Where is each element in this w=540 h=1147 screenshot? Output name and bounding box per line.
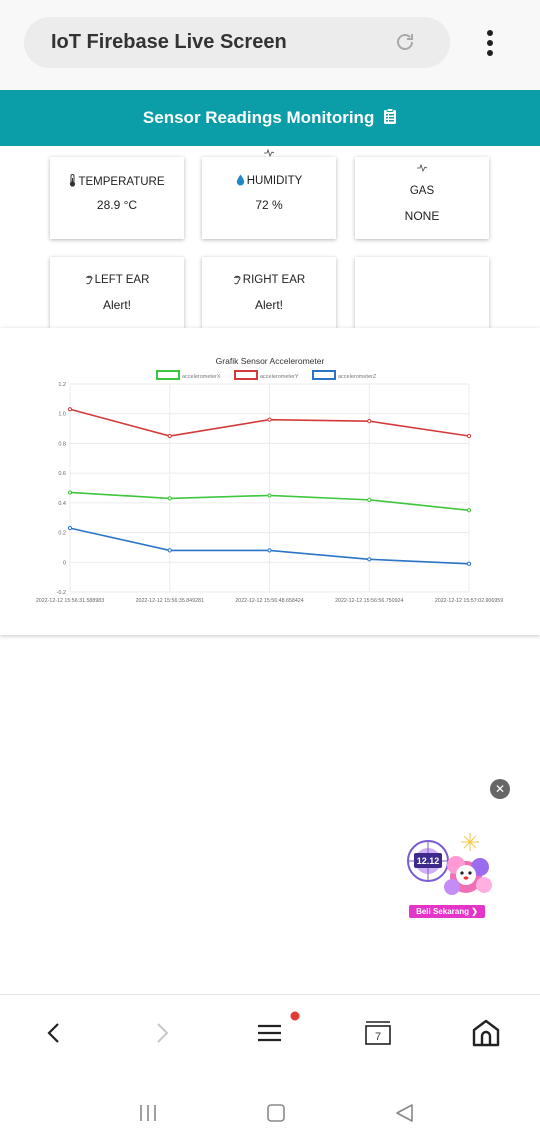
legend-swatch-2[interactable] bbox=[312, 370, 336, 380]
card-temperature: TEMPERATURE 28.9 °C bbox=[50, 157, 184, 239]
temperature-label: TEMPERATURE bbox=[78, 176, 165, 188]
water-drop-icon bbox=[236, 174, 244, 186]
data-point[interactable] bbox=[167, 496, 172, 501]
x-tick-label: 2022-12-12 15:56:56.750924 bbox=[335, 598, 403, 604]
ad-badge: 12.12 bbox=[417, 856, 440, 866]
y-tick-label: 0.8 bbox=[58, 441, 66, 447]
y-tick-label: 1.2 bbox=[58, 382, 66, 388]
reload-icon[interactable] bbox=[393, 30, 417, 54]
data-point[interactable] bbox=[267, 417, 272, 422]
more-vert-icon[interactable] bbox=[480, 28, 500, 58]
browser-address-bar: IoT Firebase Live Screen bbox=[0, 0, 540, 90]
data-point[interactable] bbox=[466, 508, 472, 513]
y-tick-label: 0 bbox=[63, 560, 66, 566]
y-tick-label: -0.2 bbox=[57, 590, 66, 596]
data-point[interactable] bbox=[67, 407, 73, 412]
x-tick-label: 2022-12-12 15:57:02.906959 bbox=[435, 598, 503, 604]
ad-close-button[interactable]: ✕ bbox=[490, 779, 510, 799]
card-left-ear: LEFT EAR Alert! bbox=[50, 257, 184, 329]
legend-label-1[interactable]: accelerometerY bbox=[260, 374, 299, 380]
data-point[interactable] bbox=[367, 557, 372, 562]
data-point[interactable] bbox=[167, 433, 172, 439]
y-tick-label: 1.0 bbox=[58, 412, 66, 418]
x-tick-label: 2022-12-12 15:56:31.588983 bbox=[36, 598, 104, 604]
url-title: IoT Firebase Live Screen bbox=[51, 31, 287, 53]
x-tick-label: 2022-12-12 15:56:35.849281 bbox=[136, 598, 204, 604]
card-humidity: HUMIDITY 72 % bbox=[202, 148, 336, 239]
data-point[interactable] bbox=[267, 493, 272, 498]
clipboard-icon bbox=[384, 108, 397, 124]
y-tick-label: 0.6 bbox=[58, 471, 66, 477]
page-title: Sensor Readings Monitoring bbox=[142, 108, 375, 127]
url-field[interactable]: IoT Firebase Live Screen bbox=[24, 17, 450, 68]
legend-label-2[interactable]: accelerometerZ bbox=[338, 374, 377, 380]
browser-toolbar: 7 bbox=[0, 994, 540, 1073]
data-point[interactable] bbox=[167, 548, 172, 553]
home-icon[interactable] bbox=[466, 1013, 506, 1053]
data-point[interactable] bbox=[367, 419, 372, 424]
ad-cta-button[interactable]: Beli Sekarang ❯ bbox=[409, 905, 485, 918]
notification-dot bbox=[290, 1011, 300, 1021]
ad-banner-image[interactable]: 12.12 bbox=[400, 825, 500, 900]
data-point[interactable] bbox=[466, 433, 472, 439]
tab-count: 7 bbox=[375, 1031, 381, 1043]
chart-title: Grafik Sensor Accelerometer bbox=[216, 356, 325, 366]
data-point[interactable] bbox=[67, 526, 73, 531]
humidity-label: HUMIDITY bbox=[246, 175, 303, 187]
back-triangle-icon[interactable] bbox=[392, 1101, 416, 1125]
gas-label: GAS bbox=[409, 185, 435, 197]
legend-swatch-0[interactable] bbox=[156, 370, 180, 380]
card-empty bbox=[355, 257, 489, 329]
chart-panel: Grafik Sensor Accelerometer acceleromete… bbox=[0, 328, 540, 635]
card-right-ear: RIGHT EAR Alert! bbox=[202, 257, 336, 329]
data-point[interactable] bbox=[267, 548, 272, 553]
humidity-value: 72 % bbox=[255, 198, 283, 212]
thermometer-icon bbox=[70, 174, 76, 187]
forward-icon[interactable] bbox=[142, 1013, 182, 1053]
y-tick-label: 0.4 bbox=[58, 501, 66, 507]
ear-icon bbox=[233, 275, 241, 285]
ear-icon bbox=[85, 275, 93, 285]
tabs-icon[interactable]: 7 bbox=[358, 1013, 398, 1053]
recents-icon[interactable] bbox=[136, 1101, 160, 1125]
data-point[interactable] bbox=[367, 497, 372, 502]
data-point[interactable] bbox=[67, 490, 73, 495]
page-header: Sensor Readings Monitoring bbox=[0, 90, 540, 146]
right-ear-value: Alert! bbox=[254, 298, 283, 312]
y-tick-label: 0.2 bbox=[58, 531, 66, 537]
data-point[interactable] bbox=[466, 561, 472, 566]
legend-swatch-1[interactable] bbox=[234, 370, 258, 380]
legend-label-0[interactable]: accelerometerX bbox=[182, 374, 221, 380]
home-square-icon[interactable] bbox=[264, 1101, 288, 1125]
left-ear-value: Alert! bbox=[102, 298, 131, 312]
left-ear-label: LEFT EAR bbox=[94, 274, 150, 286]
pulse-icon bbox=[264, 148, 275, 158]
temperature-value: 28.9 °C bbox=[96, 198, 138, 212]
right-ear-label: RIGHT EAR bbox=[242, 274, 306, 286]
x-tick-label: 2022-12-12 15:56:48.658424 bbox=[235, 598, 303, 604]
system-navigation-bar bbox=[0, 1073, 540, 1147]
hamburger-menu-icon[interactable] bbox=[250, 1013, 290, 1053]
accelerometer-chart: Grafik Sensor Accelerometer acceleromete… bbox=[36, 356, 503, 604]
card-gas: GAS NONE bbox=[355, 157, 489, 239]
back-icon[interactable] bbox=[34, 1013, 74, 1053]
pulse-icon bbox=[417, 163, 428, 173]
gas-value: NONE bbox=[404, 209, 440, 223]
